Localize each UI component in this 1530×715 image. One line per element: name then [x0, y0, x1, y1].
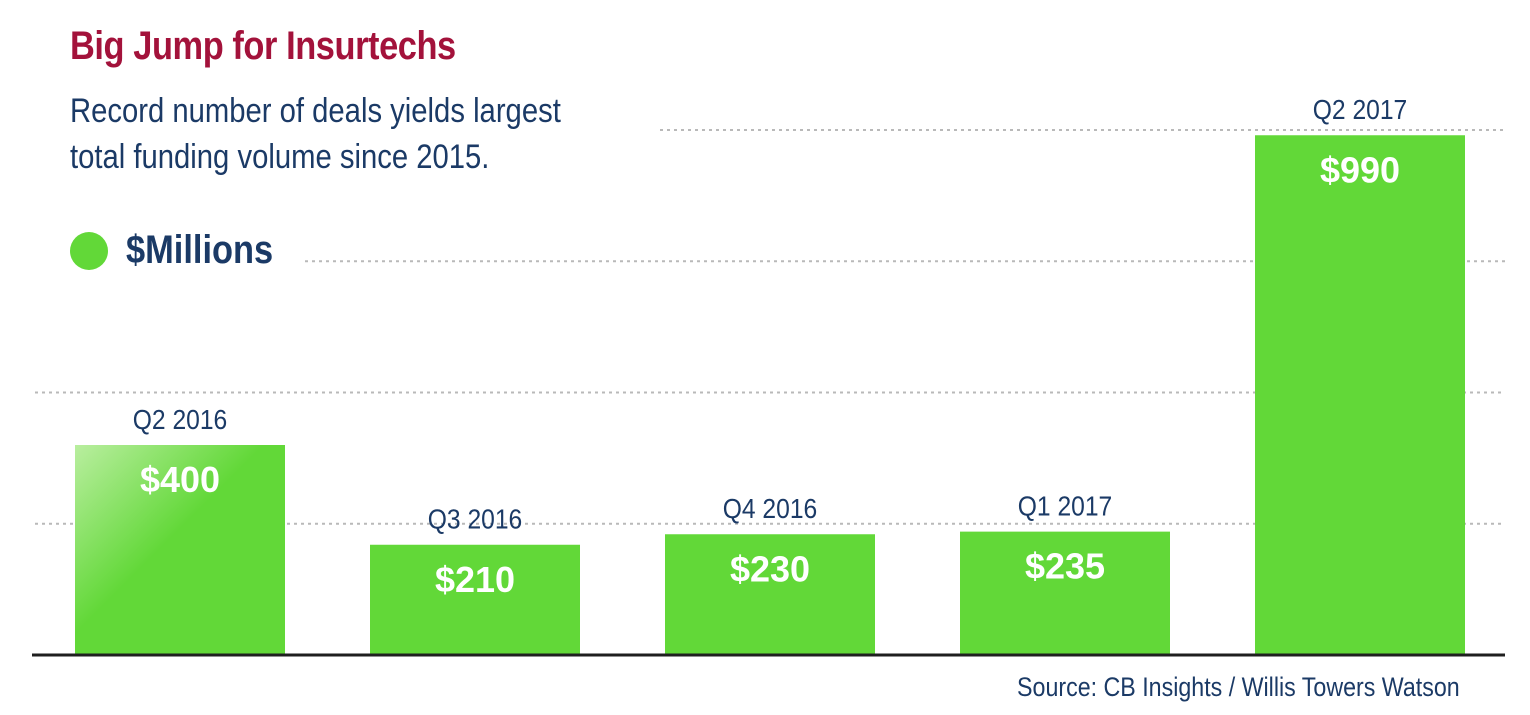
category-label: Q2 2016 — [133, 404, 227, 436]
value-label: $230 — [730, 548, 810, 589]
category-label: Q2 2017 — [1313, 94, 1407, 126]
value-label: $400 — [140, 459, 220, 500]
value-label: $990 — [1320, 149, 1400, 190]
chart-subtitle: Record number of deals yields largest to… — [70, 92, 561, 176]
bar — [75, 445, 285, 655]
category-label: Q3 2016 — [428, 503, 522, 535]
bar — [1255, 135, 1465, 655]
chart-title: Big Jump for Insurtechs — [70, 24, 456, 68]
value-label: $210 — [435, 559, 515, 600]
bars — [75, 135, 1465, 655]
bar — [960, 531, 1170, 655]
green-circle-icon — [70, 231, 108, 270]
legend: $Millions — [70, 228, 297, 273]
category-label: Q1 2017 — [1018, 490, 1112, 522]
legend-label: $Millions — [126, 228, 274, 272]
source-note: Source: CB Insights / Willis Towers Wats… — [1017, 672, 1460, 702]
bar — [370, 544, 580, 655]
bar-labels: Q2 2016 $400 Q3 2016 $210 Q4 2016 $230 Q1 2017… — [133, 94, 1407, 600]
category-label: Q4 2016 — [723, 493, 817, 525]
bar — [665, 534, 875, 655]
value-label: $235 — [1025, 546, 1105, 587]
